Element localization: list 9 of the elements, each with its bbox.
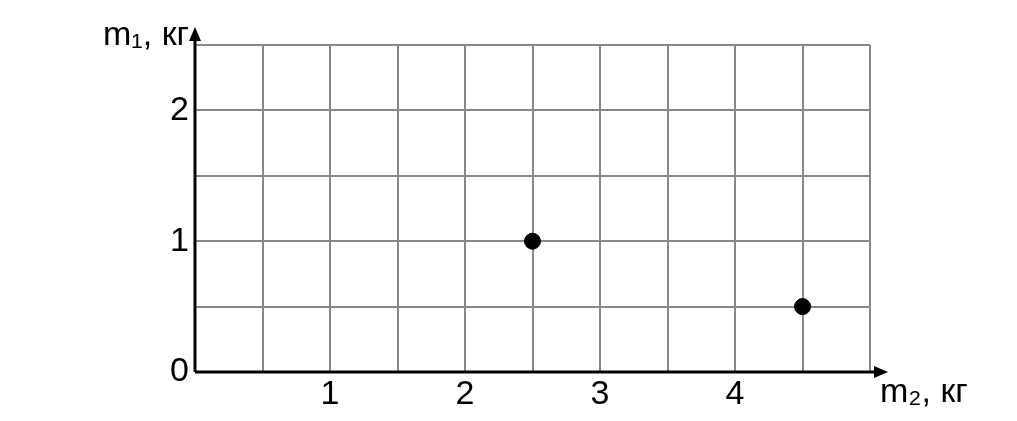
y-axis-title: m₁, кг xyxy=(103,14,189,53)
x-tick-label: 2 xyxy=(455,372,475,411)
x-tick-label: 3 xyxy=(590,372,610,411)
y-tick-label: 2 xyxy=(170,88,189,127)
y-tick-label: 0 xyxy=(170,350,189,389)
x-tick-label: 1 xyxy=(320,372,340,411)
y-tick-label: 1 xyxy=(170,219,189,258)
x-axis-title: m₂, кг xyxy=(880,371,968,410)
x-tick-label: 4 xyxy=(725,372,745,411)
